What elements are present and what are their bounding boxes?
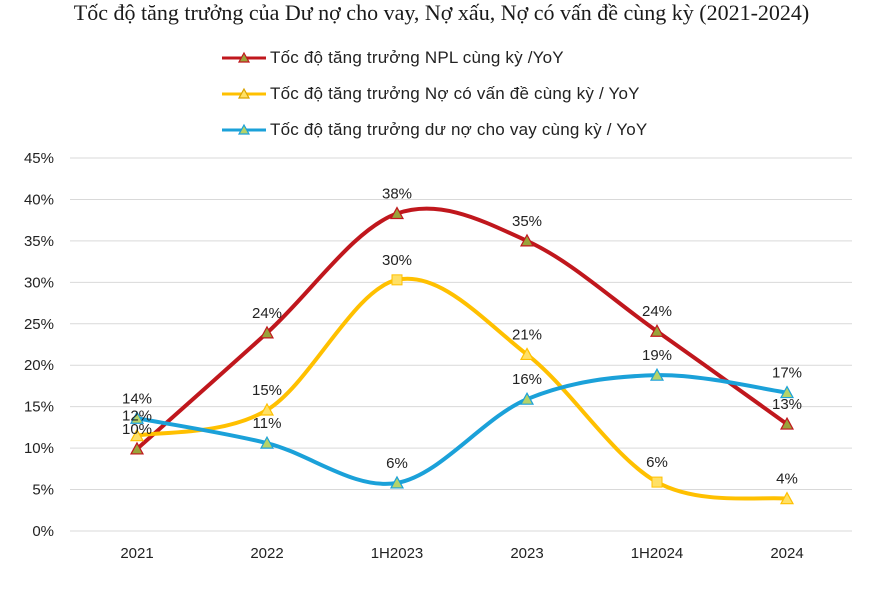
data-point-npl: [129, 441, 145, 455]
data-point-npl: [649, 323, 665, 337]
data-labels: 10% 24% 38% 35% 24% 13% 12% 15% 30% 21% 6% 4% 14% 11%…: [122, 186, 802, 488]
data-point-problem-debt: [129, 428, 145, 442]
legend-swatch-npl: [222, 51, 266, 63]
data-label-problem-debt: 21%: [512, 326, 542, 343]
series-lines: [135, 206, 789, 501]
data-point-credit: [389, 475, 405, 489]
data-point-problem-debt: [259, 402, 275, 416]
data-point-problem-debt: [519, 347, 535, 361]
data-point-problem-debt: [779, 491, 795, 505]
x-tick-label: 2022: [250, 545, 283, 562]
data-label-problem-debt: 15%: [252, 382, 282, 399]
data-label-credit: 11%: [253, 415, 282, 432]
x-tick-label: 1H2023: [371, 545, 424, 562]
y-tick-label: 40%: [24, 191, 54, 208]
data-point-npl: [519, 233, 535, 247]
data-point-credit: [129, 411, 145, 424]
data-label-problem-debt: 6%: [646, 454, 668, 471]
x-tick-label: 2023: [510, 545, 543, 562]
x-tick-label: 1H2024: [631, 545, 684, 562]
chart-gridlines: [70, 157, 852, 532]
data-label-npl: 10%: [122, 421, 152, 438]
legend-swatch-problem-debt: [222, 87, 266, 99]
chart-title: Tốc độ tăng trưởng của Dư nợ cho vay, Nợ…: [73, 0, 810, 25]
data-point-problem-debt: [651, 476, 663, 488]
x-tick-label: 2024: [770, 545, 803, 562]
data-label-npl: 24%: [642, 303, 672, 320]
data-label-npl: 24%: [252, 305, 282, 322]
series-line-credit: [135, 373, 789, 486]
y-axis-ticks: 0% 5% 10% 15% 20% 25% 30% 35% 40% 45%: [24, 150, 54, 540]
data-point-problem-debt: [391, 274, 403, 286]
legend-label-npl: Tốc độ tăng trưởng NPL cùng kỳ /YoY: [270, 48, 564, 67]
y-tick-label: 5%: [32, 482, 54, 499]
legend-label-problem-debt: Tốc độ tăng trưởng Nợ có vấn đề cùng kỳ …: [270, 84, 640, 103]
data-label-npl: 13%: [772, 396, 802, 413]
y-tick-label: 45%: [24, 150, 54, 167]
data-label-problem-debt: 4%: [776, 471, 798, 488]
y-tick-label: 15%: [24, 399, 54, 416]
legend-item-credit: Tốc độ tăng trưởng dư nợ cho vay cùng kỳ…: [222, 112, 647, 148]
chart-legend: Tốc độ tăng trưởng NPL cùng kỳ /YoY Tốc …: [222, 40, 647, 148]
data-label-npl: 38%: [382, 186, 412, 203]
y-tick-label: 20%: [24, 357, 54, 374]
series-markers: [129, 206, 795, 505]
data-point-credit: [649, 367, 665, 381]
legend-label-credit: Tốc độ tăng trưởng dư nợ cho vay cùng kỳ…: [270, 120, 648, 139]
x-axis-ticks: 2021 2022 1H2023 2023 1H2024 2024: [120, 545, 803, 562]
data-point-npl: [389, 206, 405, 220]
data-label-credit: 16%: [512, 371, 542, 388]
y-tick-label: 30%: [24, 274, 54, 291]
legend-swatch-credit: [222, 123, 266, 135]
data-point-npl: [779, 416, 795, 430]
data-label-problem-debt: 12%: [122, 408, 152, 425]
data-label-credit: 17%: [772, 365, 802, 382]
data-label-credit: 19%: [642, 347, 672, 364]
y-tick-label: 10%: [24, 440, 54, 457]
data-label-problem-debt: 30%: [382, 252, 412, 269]
legend-item-npl: Tốc độ tăng trưởng NPL cùng kỳ /YoY: [222, 40, 647, 76]
legend-item-problem-debt: Tốc độ tăng trưởng Nợ có vấn đề cùng kỳ …: [222, 76, 647, 112]
data-label-credit: 6%: [386, 455, 408, 472]
y-tick-label: 0%: [32, 523, 54, 540]
data-point-npl: [259, 325, 275, 339]
series-line-npl: [135, 206, 789, 451]
y-tick-label: 35%: [24, 233, 54, 250]
data-point-credit: [259, 435, 275, 449]
series-line-problem-debt: [135, 276, 789, 501]
data-point-credit: [779, 385, 795, 399]
data-label-npl: 35%: [512, 213, 542, 230]
data-label-credit: 14%: [122, 390, 152, 407]
data-point-credit: [519, 391, 535, 405]
x-tick-label: 2021: [120, 545, 153, 562]
y-tick-label: 25%: [24, 316, 54, 333]
